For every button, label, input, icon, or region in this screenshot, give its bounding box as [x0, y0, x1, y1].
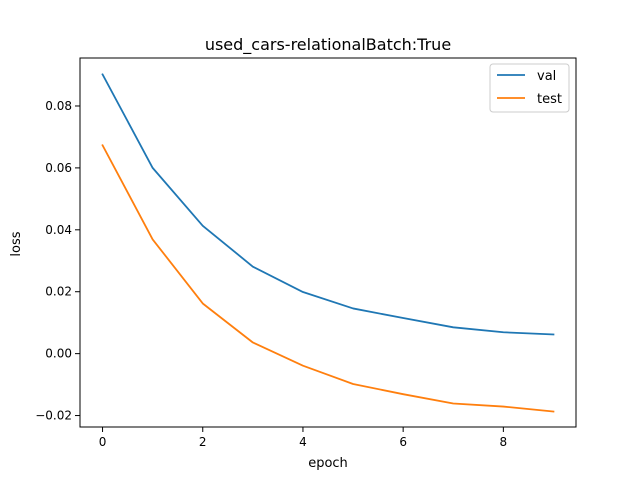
y-tick-label: 0.00 — [45, 347, 72, 361]
y-axis: −0.02 0.00 0.02 0.04 0.06 0.08 — [35, 99, 80, 423]
x-tick-label: 6 — [399, 435, 407, 449]
series-line-val — [101, 73, 555, 336]
x-tick-label: 8 — [500, 435, 508, 449]
legend-label-test: test — [537, 92, 562, 107]
x-tick-label: 2 — [199, 435, 207, 449]
y-axis-label: loss — [9, 231, 24, 256]
legend-label-val: val — [537, 69, 556, 84]
plot-area — [101, 73, 555, 413]
y-tick-label: 0.02 — [45, 285, 72, 299]
plot-frame — [79, 57, 577, 428]
y-tick-label: −0.02 — [35, 409, 72, 423]
y-tick-label: 0.06 — [45, 161, 72, 175]
x-tick-label: 4 — [299, 435, 307, 449]
y-tick-label: 0.04 — [45, 223, 72, 237]
x-tick-label: 0 — [99, 435, 107, 449]
y-tick-label: 0.08 — [45, 99, 72, 113]
x-axis-label: epoch — [308, 456, 348, 471]
series-line-test — [101, 144, 555, 413]
chart-title: used_cars-relationalBatch:True — [205, 35, 451, 55]
legend: val test — [489, 63, 570, 113]
legend-box — [489, 63, 570, 113]
x-axis: 0 2 4 6 8 — [99, 427, 507, 449]
